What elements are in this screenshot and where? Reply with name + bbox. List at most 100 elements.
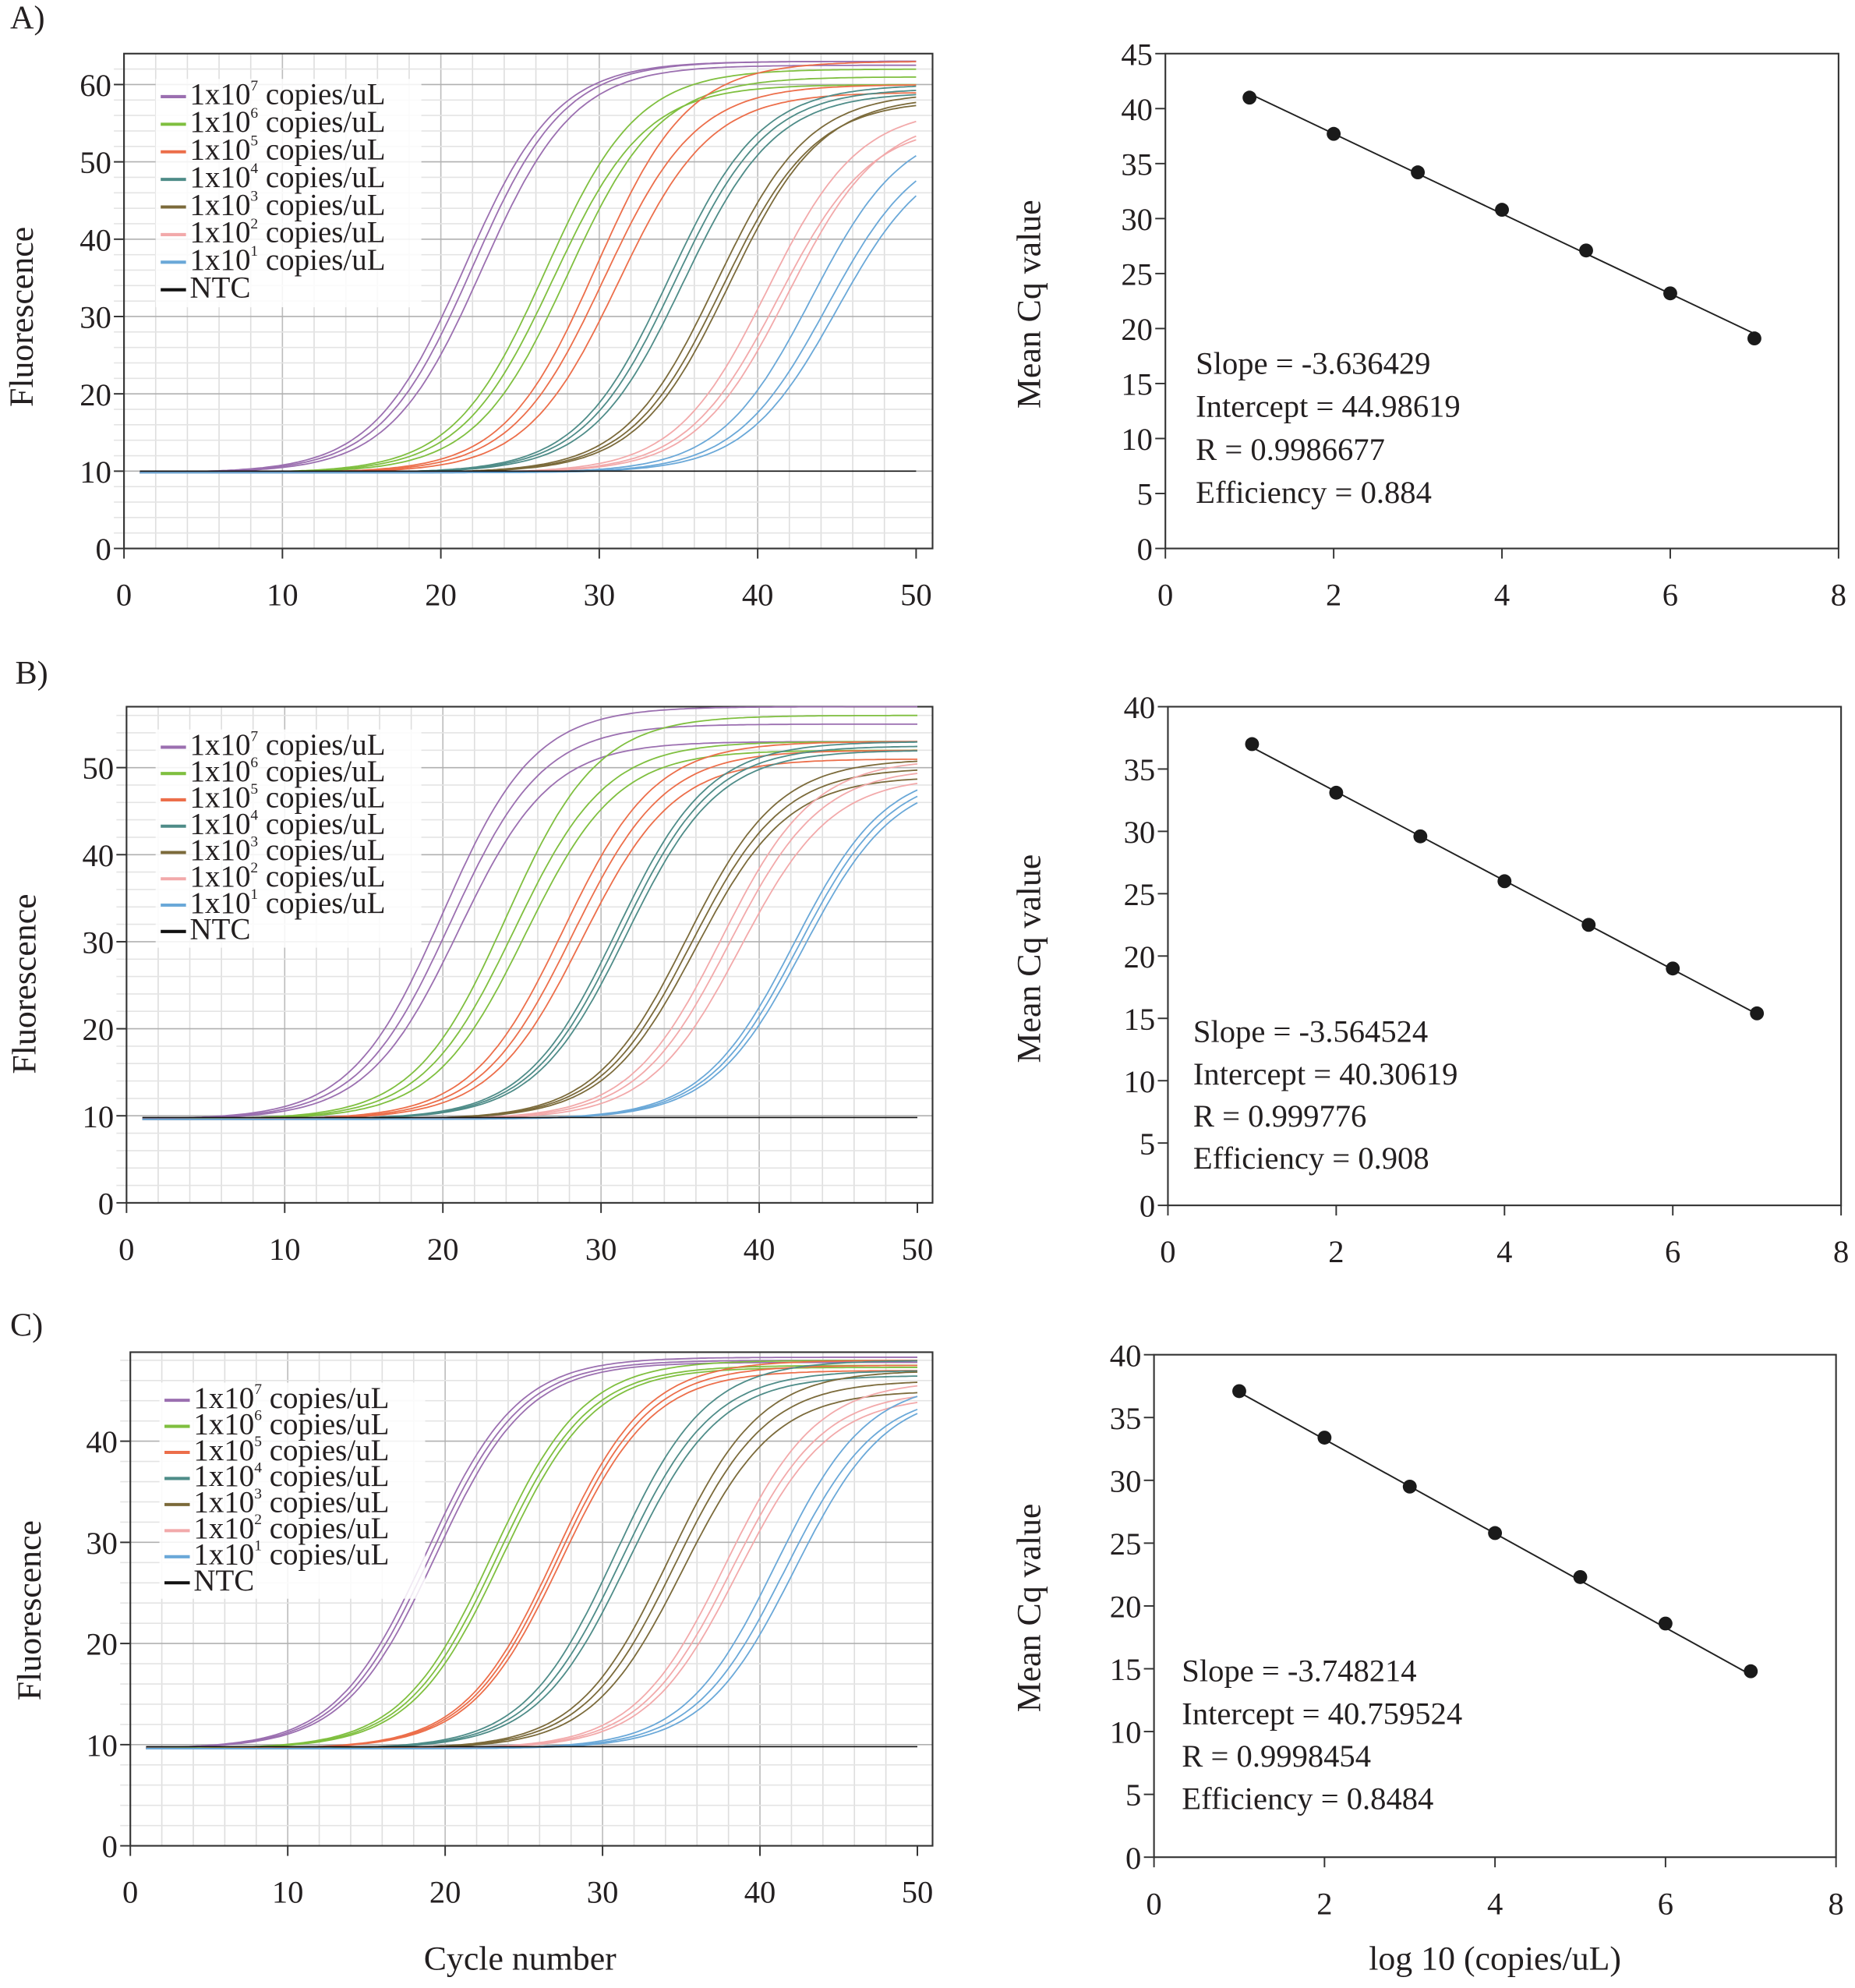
legend-base: 1x10 xyxy=(190,755,251,788)
y-tick-label: 60 xyxy=(80,68,111,103)
y-tick-label: 10 xyxy=(86,1728,118,1763)
y-tick-label: 10 xyxy=(80,455,111,490)
x-tick-label: 40 xyxy=(744,1875,776,1910)
x-tick-label: 50 xyxy=(902,1875,934,1910)
amplification-curve-1 xyxy=(140,195,917,474)
stat-annotation: R = 0.999776 xyxy=(1193,1098,1366,1134)
legend-entry: 1x106 copies/uL xyxy=(190,755,386,788)
x-tick-label: 10 xyxy=(272,1875,304,1910)
legend-base: 1x10 xyxy=(190,243,251,277)
stat-annotation: Slope = -3.748214 xyxy=(1182,1654,1416,1689)
y-tick-label: 35 xyxy=(1110,1401,1142,1436)
legend-entry: NTC xyxy=(190,271,251,304)
legend-entry: 1x102 copies/uL xyxy=(190,216,386,249)
amplification-curve-7 xyxy=(142,741,918,1120)
y-tick-label: 5 xyxy=(1137,477,1153,512)
legend-base: NTC xyxy=(190,913,251,946)
cq-point xyxy=(1666,961,1680,976)
y-axis-title: Mean Cq value xyxy=(1010,1503,1048,1712)
legend-base: 1x10 xyxy=(190,781,251,815)
legend-base: 1x10 xyxy=(193,1407,254,1441)
legend-entry: 1x106 copies/uL xyxy=(190,105,386,139)
legend-base: 1x10 xyxy=(190,216,251,249)
y-axis-title: Fluorescence xyxy=(5,893,43,1074)
legend-unit: copies/uL xyxy=(266,105,386,139)
y-tick-label: 10 xyxy=(1124,1064,1156,1099)
legend-exponent: 2 xyxy=(254,1512,262,1528)
x-axis-title: Cycle number xyxy=(424,1940,617,1978)
x-tick-label: 10 xyxy=(269,1232,301,1267)
x-tick-label: 30 xyxy=(585,1232,617,1267)
y-tick-label: 40 xyxy=(1121,92,1153,127)
y-tick-label: 25 xyxy=(1124,877,1156,912)
legend-unit: copies/uL xyxy=(266,243,386,277)
x-tick-label: 8 xyxy=(1831,578,1846,613)
y-tick-label: 5 xyxy=(1125,1778,1141,1813)
legend-exponent: 1 xyxy=(250,243,258,260)
y-tick-label: 15 xyxy=(1110,1652,1142,1687)
legend-exponent: 5 xyxy=(250,133,258,150)
legend-base: 1x10 xyxy=(190,860,251,893)
legend-base: 1x10 xyxy=(190,161,251,194)
panel-label: A) xyxy=(10,0,45,36)
panel-5: Slope = -3.748214 Intercept = 40.759524 R … xyxy=(1010,1338,1843,1977)
y-tick-label: 30 xyxy=(83,925,115,960)
plot-frame xyxy=(123,52,934,550)
x-tick-label: 6 xyxy=(1665,1234,1680,1269)
legend-entry: 1x105 copies/uL xyxy=(193,1434,389,1467)
amplification-curve-7 xyxy=(142,706,918,1120)
legend-exponent: 7 xyxy=(250,728,258,745)
x-tick-label: 2 xyxy=(1316,1886,1332,1921)
legend-base: 1x10 xyxy=(193,1538,254,1572)
legend-unit: copies/uL xyxy=(266,161,386,194)
legend-exponent: 4 xyxy=(250,808,258,824)
panel-3: Slope = -3.564524 Intercept = 40.30619 R =… xyxy=(1010,690,1849,1269)
y-tick-label: 15 xyxy=(1121,367,1153,402)
plot-frame xyxy=(125,706,934,1204)
legend-exponent: 4 xyxy=(250,161,258,177)
amplification-curve-7 xyxy=(146,1357,918,1749)
cq-point xyxy=(1744,1664,1758,1678)
y-tick-label: 50 xyxy=(83,751,115,786)
cq-point xyxy=(1327,126,1341,141)
stat-annotation: Slope = -3.564524 xyxy=(1193,1014,1428,1049)
y-tick-label: 35 xyxy=(1124,752,1156,787)
x-tick-label: 30 xyxy=(584,578,616,613)
legend-unit: copies/uL xyxy=(266,133,386,166)
x-tick-label: 4 xyxy=(1496,1234,1512,1269)
stat-annotation: Intercept = 40.759524 xyxy=(1182,1696,1462,1731)
legend-unit: copies/uL xyxy=(270,1486,390,1519)
cq-point xyxy=(1329,785,1344,800)
y-axis-title: Mean Cq value xyxy=(1010,200,1048,409)
amplification-curve-7 xyxy=(140,64,917,473)
legend-base: 1x10 xyxy=(193,1459,254,1493)
cq-point xyxy=(1242,90,1257,105)
x-tick-label: 2 xyxy=(1328,1234,1344,1269)
cq-point xyxy=(1663,286,1677,301)
legend-base: 1x10 xyxy=(190,133,251,166)
x-tick-label: 40 xyxy=(742,578,774,613)
legend-entry: 1x101 copies/uL xyxy=(193,1538,389,1572)
legend-base: 1x10 xyxy=(193,1512,254,1545)
cq-point xyxy=(1573,1569,1588,1584)
y-tick-label: 0 xyxy=(96,532,111,567)
y-tick-label: 50 xyxy=(80,145,111,180)
amplification-curve-1 xyxy=(142,801,918,1120)
legend-unit: copies/uL xyxy=(270,1381,390,1415)
legend-entry: 1x103 copies/uL xyxy=(190,188,386,221)
y-tick-label: 20 xyxy=(83,1012,115,1047)
legend-exponent: 2 xyxy=(250,860,258,876)
amplification-curve-7 xyxy=(140,60,917,473)
legend-exponent: 5 xyxy=(254,1434,262,1450)
cq-point xyxy=(1317,1431,1332,1445)
cq-point xyxy=(1232,1384,1246,1399)
cq-point xyxy=(1658,1616,1673,1631)
stat-annotation: Efficiency = 0.884 xyxy=(1196,475,1432,510)
y-tick-label: 20 xyxy=(1110,1590,1142,1625)
legend-base: NTC xyxy=(190,271,251,304)
cq-point xyxy=(1750,1006,1765,1021)
legend-entry: 1x103 copies/uL xyxy=(190,833,386,867)
x-tick-label: 0 xyxy=(118,1232,134,1267)
